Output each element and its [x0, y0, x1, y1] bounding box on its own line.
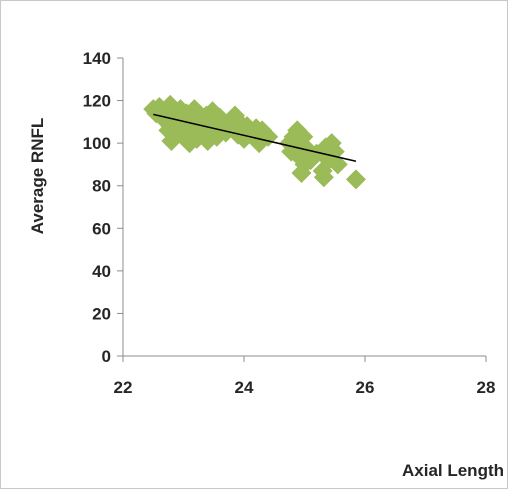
x-tick-label: 28 [477, 378, 496, 397]
trendline [153, 113, 357, 162]
x-tick-label: 22 [114, 378, 133, 397]
y-tick-label: 40 [92, 262, 111, 281]
data-points [143, 94, 366, 190]
y-axis-title: Average RNFL [28, 118, 47, 235]
x-axis-ticks: 22 24 26 28 [114, 356, 496, 397]
data-point [313, 167, 334, 188]
y-tick-label: 100 [83, 134, 111, 153]
x-tick-label: 26 [356, 378, 375, 397]
x-tick-label: 24 [235, 378, 254, 397]
y-tick-label: 80 [92, 177, 111, 196]
data-point [327, 154, 348, 175]
y-tick-label: 60 [92, 219, 111, 238]
y-tick-label: 140 [83, 49, 111, 68]
y-axis-ticks: 0 20 40 60 80 100 120 140 [83, 49, 123, 366]
x-axis-title: Axial Length [402, 461, 504, 480]
y-tick-label: 20 [92, 304, 111, 323]
y-tick-label: 0 [102, 347, 111, 366]
data-point [345, 169, 366, 190]
y-tick-label: 120 [83, 92, 111, 111]
